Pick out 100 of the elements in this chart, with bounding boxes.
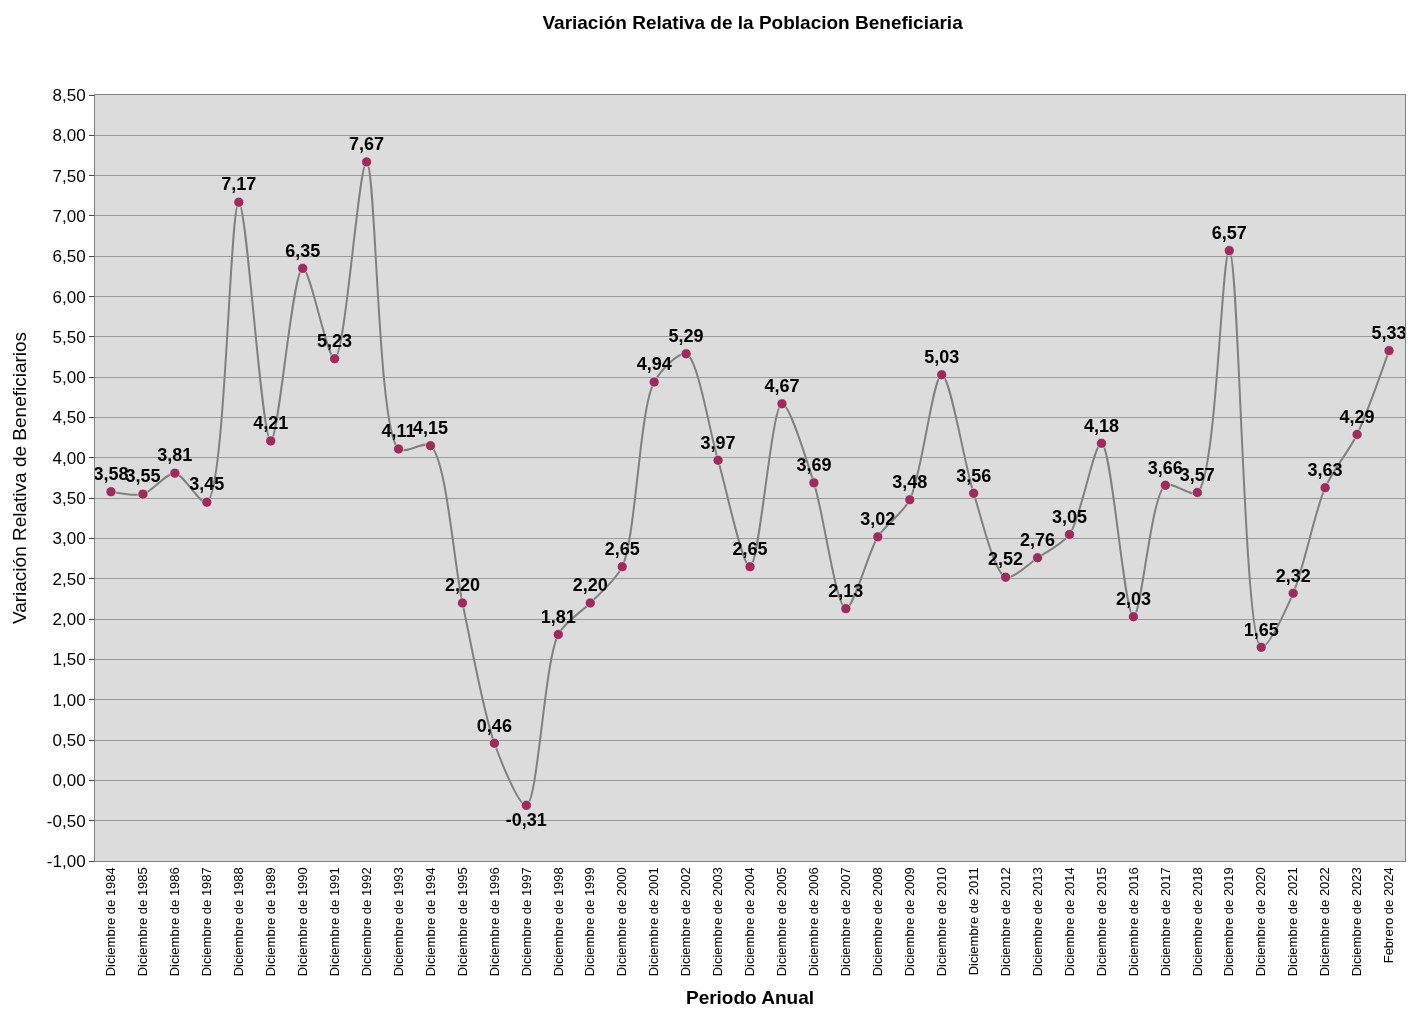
data-label: 3,58 [93,463,129,484]
point [840,603,852,614]
x-tick-label: Diciembre de 1999 [582,867,598,977]
point [1128,611,1139,622]
data-label: 2,65 [604,538,640,559]
y-tick-label: 7,50 [52,166,86,186]
data-label: 2,65 [732,538,768,559]
x-tick-label: Diciembre de 2011 [965,867,981,976]
x-tick-label: Diciembre de 2014 [1061,867,1077,977]
point [1096,438,1107,449]
data-label: 5,29 [668,326,704,347]
data-label: 3,81 [157,445,193,466]
data-label: 3,05 [1051,506,1088,527]
point [329,353,340,364]
x-tick-label: Diciembre de 2002 [678,867,694,977]
x-tick-label: Diciembre de 2005 [774,867,790,977]
point [1224,245,1235,256]
y-tick-label: 8,00 [52,126,86,146]
data-label: 2,03 [1115,588,1151,609]
x-tick-label: Diciembre de 2015 [1093,867,1109,977]
data-label: 5,33 [1371,322,1407,343]
x-tick-label: Diciembre de 2009 [901,867,917,977]
data-label: 2,20 [572,575,608,596]
y-tick-label: 5,50 [52,327,86,347]
x-axis-title: Periodo Anual [685,987,815,1009]
x-tick-label: Diciembre de 1989 [262,867,278,977]
x-tick-label: Diciembre de 2013 [1029,867,1045,977]
y-tick-label: 1,00 [52,690,86,710]
x-tick-label: Diciembre de 1997 [518,867,534,977]
point [1319,482,1331,493]
y-tick-label: 6,50 [52,247,86,267]
x-tick-label: Diciembre de 1998 [550,867,566,977]
x-tick-label: Diciembre de 2023 [1349,867,1365,977]
y-tick-label: 8,50 [52,85,86,105]
data-label: 3,56 [956,465,992,486]
x-tick-label: Diciembre de 1995 [454,867,470,977]
y-tick-label: -1,00 [46,851,86,871]
point [776,398,788,410]
data-label: 3,63 [1307,459,1343,480]
x-tick-label: Diciembre de 1993 [390,867,406,977]
x-tick-label: Diciembre de 2007 [838,867,854,977]
data-label: 2,32 [1275,565,1311,586]
point [425,440,436,451]
data-label: 4,67 [764,376,800,397]
point [1192,487,1203,498]
y-tick-label: 5,00 [52,368,86,388]
point [553,629,564,640]
x-tick-label: Diciembre de 1988 [231,867,247,977]
x-tick-label: Diciembre de 1991 [326,867,342,977]
point [968,488,979,499]
data-label: -0,31 [505,810,547,831]
point [680,348,692,360]
x-tick-label: Diciembre de 2001 [646,867,662,977]
data-label: 2,13 [828,580,864,601]
y-tick-label: 2,50 [52,569,86,589]
data-label: 3,45 [189,474,225,495]
x-tick-label: Diciembre de 2012 [997,867,1013,977]
x-tick-label: Diciembre de 2019 [1221,867,1237,977]
point [361,156,372,168]
data-label: 6,57 [1211,222,1247,243]
x-tick-label: Diciembre de 2006 [806,867,822,977]
x-tick-label: Diciembre de 2004 [742,867,758,977]
data-label: 2,52 [988,549,1024,570]
data-label: 4,29 [1339,406,1375,427]
point [233,196,245,208]
x-tick-label: Diciembre de 1996 [486,867,502,977]
data-label: 4,94 [636,354,672,375]
data-label: 5,03 [924,347,960,368]
point [872,531,884,543]
point [712,455,724,466]
data-label: 7,17 [221,174,257,195]
point [201,496,213,508]
data-label: 4,18 [1083,415,1119,436]
x-tick-label: Diciembre de 2008 [870,867,886,977]
x-tick-label: Diciembre de 2016 [1125,867,1141,977]
point [1000,571,1011,583]
point [297,263,308,274]
point [489,738,500,749]
point [648,376,660,388]
point [1287,588,1299,599]
point [1351,429,1363,440]
y-tick-label: 2,00 [52,610,86,630]
point [169,467,181,479]
point [744,561,756,572]
x-tick-label: Diciembre de 2022 [1317,867,1333,977]
chart-title: Variación Relativa de la Poblacion Beneficiaria [542,11,964,33]
y-axis-title: Variación Relativa de Beneficiarios [8,331,30,625]
x-tick-label: Diciembre de 1994 [422,867,438,977]
data-label: 4,21 [253,413,289,434]
x-tick-label: Diciembre de 1984 [103,867,119,977]
point [393,443,404,455]
y-tick-label: 3,00 [52,529,86,549]
x-tick-label: Diciembre de 2010 [933,867,949,977]
y-tick-label: 1,50 [52,650,86,670]
y-tick-label: -0,50 [46,811,86,831]
data-label: 6,35 [285,240,321,261]
y-tick-label: 7,00 [52,206,86,226]
point [521,800,532,811]
data-label: 2,76 [1020,530,1056,551]
point [1255,642,1267,653]
